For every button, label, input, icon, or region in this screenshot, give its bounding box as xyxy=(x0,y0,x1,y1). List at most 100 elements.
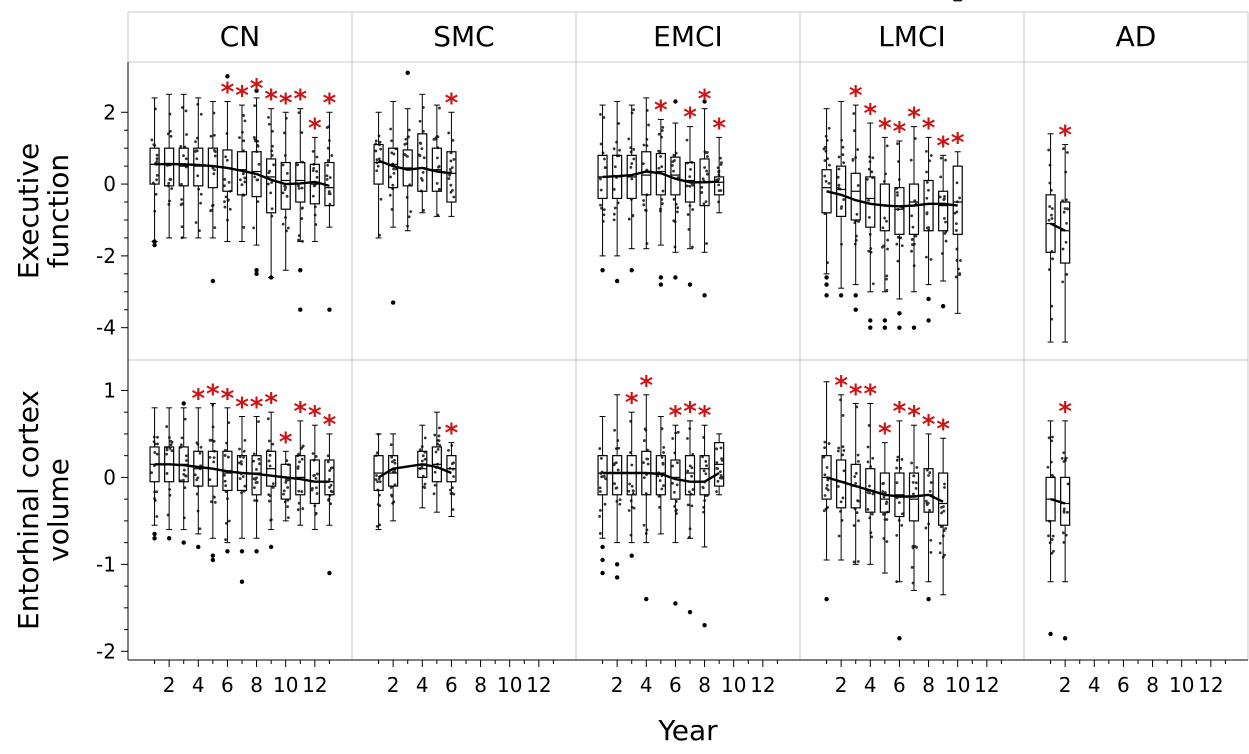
data-point xyxy=(238,447,241,451)
data-point xyxy=(924,526,928,530)
x-tick-label: 4 xyxy=(192,673,205,697)
data-point xyxy=(224,155,227,159)
box xyxy=(193,147,204,187)
box xyxy=(684,455,696,496)
box xyxy=(670,156,681,196)
outlier-point xyxy=(614,562,620,567)
data-point xyxy=(392,171,396,175)
box xyxy=(908,183,920,235)
data-point xyxy=(852,112,856,115)
outlier-point xyxy=(327,307,332,312)
data-point xyxy=(267,122,271,126)
x-tick-label: 6 xyxy=(669,673,682,697)
data-point xyxy=(182,478,185,482)
data-point xyxy=(326,454,330,458)
data-point xyxy=(155,157,159,160)
data-point xyxy=(719,156,722,160)
data-point xyxy=(404,137,408,141)
data-point xyxy=(940,511,943,515)
box xyxy=(850,172,861,221)
data-point xyxy=(886,247,889,251)
significance-asterisk: * xyxy=(683,397,697,427)
data-point xyxy=(1051,534,1055,538)
significance-asterisk: * xyxy=(669,401,683,431)
outlier-point xyxy=(702,99,707,104)
data-point xyxy=(691,488,695,491)
data-point xyxy=(450,462,454,466)
data-point xyxy=(376,480,380,484)
data-point xyxy=(642,476,646,480)
data-point xyxy=(1050,217,1054,220)
outlier-point xyxy=(152,239,157,244)
data-point xyxy=(857,459,860,463)
data-point xyxy=(928,489,932,493)
data-point xyxy=(600,456,603,460)
data-point xyxy=(1051,257,1055,261)
data-point xyxy=(314,454,318,458)
data-point xyxy=(268,464,272,468)
data-point xyxy=(700,191,704,194)
data-point xyxy=(379,147,383,151)
x-tick-label: 10 xyxy=(945,673,970,697)
data-point xyxy=(447,131,451,135)
data-point xyxy=(286,505,289,509)
data-point xyxy=(212,456,216,460)
data-point xyxy=(958,273,962,277)
data-point xyxy=(926,468,929,472)
data-point xyxy=(914,487,918,490)
significance-asterisk: * xyxy=(279,88,293,118)
data-point xyxy=(823,494,827,497)
data-point xyxy=(857,519,860,523)
data-point xyxy=(686,437,689,440)
significance-asterisk: * xyxy=(878,419,892,449)
data-point xyxy=(193,473,197,477)
data-point xyxy=(180,225,184,229)
data-point xyxy=(924,499,928,503)
data-point xyxy=(885,274,889,278)
data-point xyxy=(239,178,242,182)
data-point xyxy=(599,188,603,192)
data-point xyxy=(452,492,456,496)
data-point xyxy=(210,208,214,212)
data-point xyxy=(689,167,692,171)
significance-asterisk: * xyxy=(445,419,459,449)
data-point xyxy=(675,483,679,487)
data-point xyxy=(199,201,202,205)
data-point xyxy=(389,443,393,447)
significance-asterisk: * xyxy=(936,131,950,161)
x-tick-label: 12 xyxy=(974,673,999,697)
box xyxy=(923,468,934,513)
data-point xyxy=(281,222,285,226)
outlier-point xyxy=(210,553,216,558)
outlier-point xyxy=(614,575,620,580)
outlier-point xyxy=(1048,631,1053,637)
data-point xyxy=(925,226,929,230)
data-point xyxy=(613,428,616,432)
data-point xyxy=(312,474,315,478)
trend-line xyxy=(826,476,944,503)
trend-line xyxy=(377,463,452,479)
data-point xyxy=(885,144,889,148)
outlier-point xyxy=(629,553,634,558)
data-point xyxy=(184,157,188,161)
data-point xyxy=(613,206,617,210)
data-point xyxy=(839,500,843,504)
data-point xyxy=(257,420,260,424)
data-point xyxy=(658,150,661,153)
data-point xyxy=(645,457,649,461)
data-point xyxy=(660,455,664,459)
significance-asterisk: * xyxy=(308,113,322,143)
outlier-point xyxy=(838,293,844,298)
data-point xyxy=(911,225,915,229)
data-point xyxy=(823,174,827,178)
data-point xyxy=(925,180,929,184)
data-point xyxy=(603,166,607,169)
data-point xyxy=(258,462,261,466)
panel-emci-row-2: *** * * xyxy=(597,371,725,628)
data-point xyxy=(676,210,679,214)
data-point xyxy=(300,131,304,135)
data-point xyxy=(184,454,188,458)
data-point xyxy=(168,129,172,133)
x-tick-label: 12 xyxy=(750,673,775,697)
data-point xyxy=(253,175,257,179)
